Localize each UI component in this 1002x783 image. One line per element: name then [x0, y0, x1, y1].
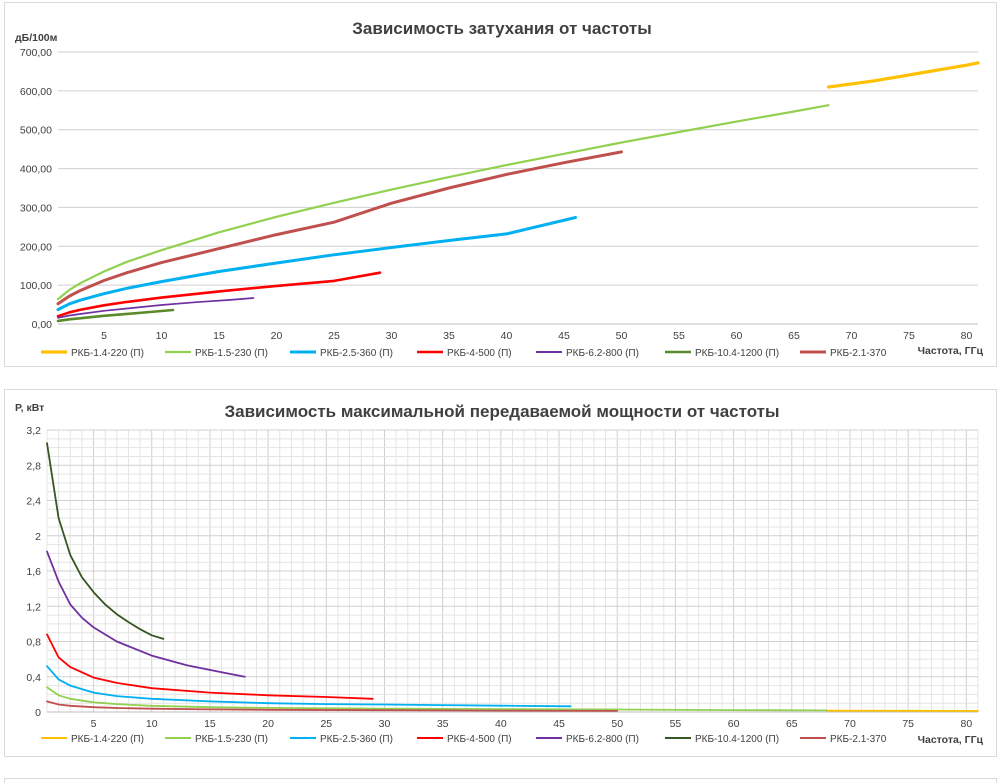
legend-entry-label: РКБ-10.4-1200 (П) — [695, 348, 779, 359]
y-tick-label: 200,00 — [20, 241, 52, 253]
y-tick-label: 700,00 — [20, 47, 52, 59]
x-tick-label: 50 — [616, 330, 628, 342]
attenuation-chart: 0,00 100,00 200,00 300,00 400,00 500,00 600,00… — [15, 19, 984, 359]
x-tick-label: 5 — [101, 330, 107, 342]
y-tick-label: 500,00 — [20, 125, 52, 137]
legend: РКБ-1.4-220 (П) РКБ-1.5-230 (П) РКБ-2.5-36… — [41, 348, 887, 359]
series-line-7 — [46, 700, 619, 712]
x-tick-label: 35 — [443, 330, 455, 342]
x-tick-labels: 5 10 15 20 25 30 35 40 45 50 55 60 65 70 75 80 — [91, 718, 973, 730]
legend-entry-label: РКБ-4-500 (П) — [447, 348, 512, 359]
y-tick-label: 1,6 — [26, 566, 41, 578]
x-tick-label: 45 — [553, 718, 565, 730]
chart-title: Зависимость максимальной передаваемой мо… — [224, 402, 779, 421]
series-line-6 — [56, 308, 175, 323]
x-tick-label: 35 — [437, 718, 449, 730]
series-line-5 — [46, 550, 246, 678]
power-chart: 0 0,4 0,8 1,2 1,6 2 2,4 2,8 3,2 5 10 15 20 25 30 35 40 45… — [15, 402, 984, 746]
y-tick-label: 0 — [35, 707, 41, 719]
next-chart-panel-edge — [4, 778, 997, 783]
y-tick-label: 300,00 — [20, 202, 52, 214]
y-tick-label: 2,8 — [26, 460, 41, 472]
y-tick-labels: 0,00 100,00 200,00 300,00 400,00 500,00 600,00… — [20, 47, 52, 331]
y-axis-unit-label: дБ/100м — [15, 32, 58, 44]
x-tick-label: 25 — [328, 330, 340, 342]
series-line-2 — [46, 686, 828, 712]
x-tick-label: 10 — [146, 718, 158, 730]
legend-entry-label: РКБ-1.5-230 (П) — [195, 348, 268, 359]
y-axis-unit-label: P, кВт — [15, 402, 44, 414]
x-tick-label: 65 — [788, 330, 800, 342]
y-tick-label: 100,00 — [20, 280, 52, 292]
series-line-1 — [826, 61, 980, 89]
legend: РКБ-1.4-220 (П) РКБ-1.5-230 (П) РКБ-2.5-36… — [41, 734, 887, 745]
x-tick-label: 40 — [495, 718, 507, 730]
x-tick-label: 75 — [903, 330, 915, 342]
series-line-6 — [46, 442, 165, 640]
x-tick-label: 40 — [501, 330, 513, 342]
legend-entry-label: РКБ-1.5-230 (П) — [195, 734, 268, 745]
x-tick-label: 15 — [204, 718, 216, 730]
x-tick-label: 80 — [961, 330, 973, 342]
y-tick-label: 2 — [35, 531, 41, 543]
y-tick-label: 2,4 — [26, 496, 41, 508]
series-line-4 — [46, 633, 374, 700]
x-tick-label: 30 — [379, 718, 391, 730]
x-tick-label: 30 — [386, 330, 398, 342]
legend-entry-label: РКБ-2.5-360 (П) — [320, 348, 393, 359]
series-line-4 — [56, 271, 382, 318]
x-tick-label: 15 — [213, 330, 225, 342]
x-tick-label: 20 — [271, 330, 283, 342]
x-tick-label: 80 — [961, 718, 973, 730]
legend-entry-label: РКБ-1.4-220 (П) — [71, 348, 144, 359]
legend-entry-label: РКБ-2.1-370 — [830, 348, 887, 359]
chart-title: Зависимость затухания от частоты — [352, 19, 651, 38]
x-tick-label: 60 — [728, 718, 740, 730]
series-line-3 — [46, 665, 572, 708]
x-axis-label: Частота, ГГц — [918, 345, 984, 357]
series-line-7 — [56, 150, 623, 306]
x-tick-label: 25 — [320, 718, 332, 730]
series-line-2 — [56, 104, 830, 301]
x-tick-label: 70 — [844, 718, 856, 730]
x-tick-label: 60 — [731, 330, 743, 342]
legend-entry-label: РКБ-10.4-1200 (П) — [695, 734, 779, 745]
x-tick-label: 5 — [91, 718, 97, 730]
y-tick-label: 600,00 — [20, 86, 52, 98]
x-tick-label: 70 — [846, 330, 858, 342]
attenuation-chart-panel: 0,00 100,00 200,00 300,00 400,00 500,00 600,00… — [4, 2, 997, 367]
x-tick-label: 45 — [558, 330, 570, 342]
y-tick-label: 1,2 — [26, 601, 41, 613]
x-tick-label: 50 — [611, 718, 623, 730]
x-tick-label: 55 — [670, 718, 682, 730]
y-tick-label: 0,00 — [32, 319, 53, 331]
y-tick-labels: 0 0,4 0,8 1,2 1,6 2 2,4 2,8 3,2 — [26, 425, 41, 719]
x-tick-label: 75 — [902, 718, 914, 730]
series-line-5 — [57, 297, 255, 319]
y-tick-label: 400,00 — [20, 164, 52, 176]
legend-entry-label: РКБ-2.5-360 (П) — [320, 734, 393, 745]
legend-entry-label: РКБ-6.2-800 (П) — [566, 734, 639, 745]
legend-entry-label: РКБ-6.2-800 (П) — [566, 348, 639, 359]
x-tick-label: 20 — [262, 718, 274, 730]
series-line-3 — [56, 216, 577, 312]
y-tick-label: 0,4 — [26, 672, 41, 684]
legend-entry-label: РКБ-2.1-370 — [830, 734, 887, 745]
x-tick-labels: 5 10 15 20 25 30 35 40 45 50 55 60 65 70 75 80 — [101, 330, 972, 342]
x-tick-label: 55 — [673, 330, 685, 342]
gridlines — [46, 429, 979, 713]
y-tick-label: 3,2 — [26, 425, 41, 437]
legend-entry-label: РКБ-1.4-220 (П) — [71, 734, 144, 745]
gridlines — [58, 51, 978, 325]
series-lines — [56, 61, 980, 323]
x-axis-label: Частота, ГГц — [918, 734, 984, 746]
legend-entry-label: РКБ-4-500 (П) — [447, 734, 512, 745]
power-chart-panel: 0 0,4 0,8 1,2 1,6 2 2,4 2,8 3,2 5 10 15 20 25 30 35 40 45… — [4, 389, 997, 757]
y-tick-label: 0,8 — [26, 637, 41, 649]
x-tick-label: 65 — [786, 718, 798, 730]
x-tick-label: 10 — [156, 330, 168, 342]
series-lines — [46, 442, 979, 712]
